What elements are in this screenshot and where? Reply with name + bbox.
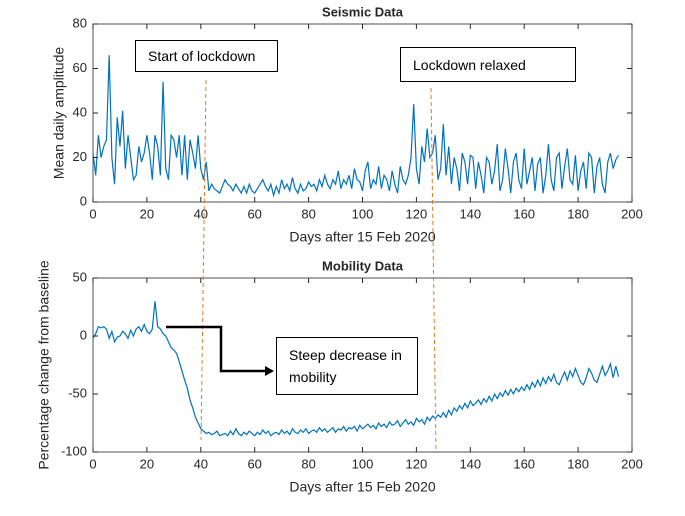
y-tick-label: -100 [61,443,87,458]
x-tick-label: 180 [567,206,589,221]
x-tick-label: 100 [352,206,374,221]
x-tick-label: 80 [301,206,315,221]
x-tick-label: 40 [194,206,208,221]
x-tick-label: 140 [459,206,481,221]
x-tick-label: 180 [567,456,589,471]
chart-title: Seismic Data [322,4,404,19]
y-tick-label: -50 [68,385,87,400]
x-tick-label: 60 [247,206,261,221]
y-axis-label: Percentage change from baseline [36,260,52,470]
x-tick-label: 80 [301,456,315,471]
y-tick-label: 20 [73,149,87,164]
y-tick-label: 0 [80,193,87,208]
y-tick-label: 0 [80,327,87,342]
x-tick-label: 0 [89,456,96,471]
x-tick-label: 20 [140,206,154,221]
x-tick-label: 100 [352,456,374,471]
x-tick-label: 120 [406,206,428,221]
y-tick-label: 50 [73,269,87,284]
annotation: Start of lockdown [135,40,278,72]
annotation: Steep decrease in mobility [276,337,418,395]
x-tick-label: 120 [406,456,428,471]
x-tick-label: 160 [513,206,535,221]
chart-title: Mobility Data [322,258,404,273]
y-axis-label: Mean daily amplitude [51,47,67,180]
annotation: Lockdown relaxed [400,47,576,82]
x-axis-label: Days after 15 Feb 2020 [289,229,436,245]
arrow-head [265,366,274,376]
x-tick-label: 200 [621,456,643,471]
x-tick-label: 200 [621,206,643,221]
x-tick-label: 0 [89,206,96,221]
y-tick-label: 80 [73,15,87,30]
x-axis-label: Days after 15 Feb 2020 [289,479,436,495]
x-tick-label: 60 [247,456,261,471]
y-tick-label: 40 [73,104,87,119]
x-tick-label: 20 [140,456,154,471]
x-tick-label: 160 [513,456,535,471]
x-tick-label: 40 [194,456,208,471]
x-tick-label: 140 [459,456,481,471]
y-tick-label: 60 [73,60,87,75]
data-line [92,55,620,198]
arrow [166,325,266,373]
relaxed-line [430,87,437,453]
data-line [92,301,620,437]
